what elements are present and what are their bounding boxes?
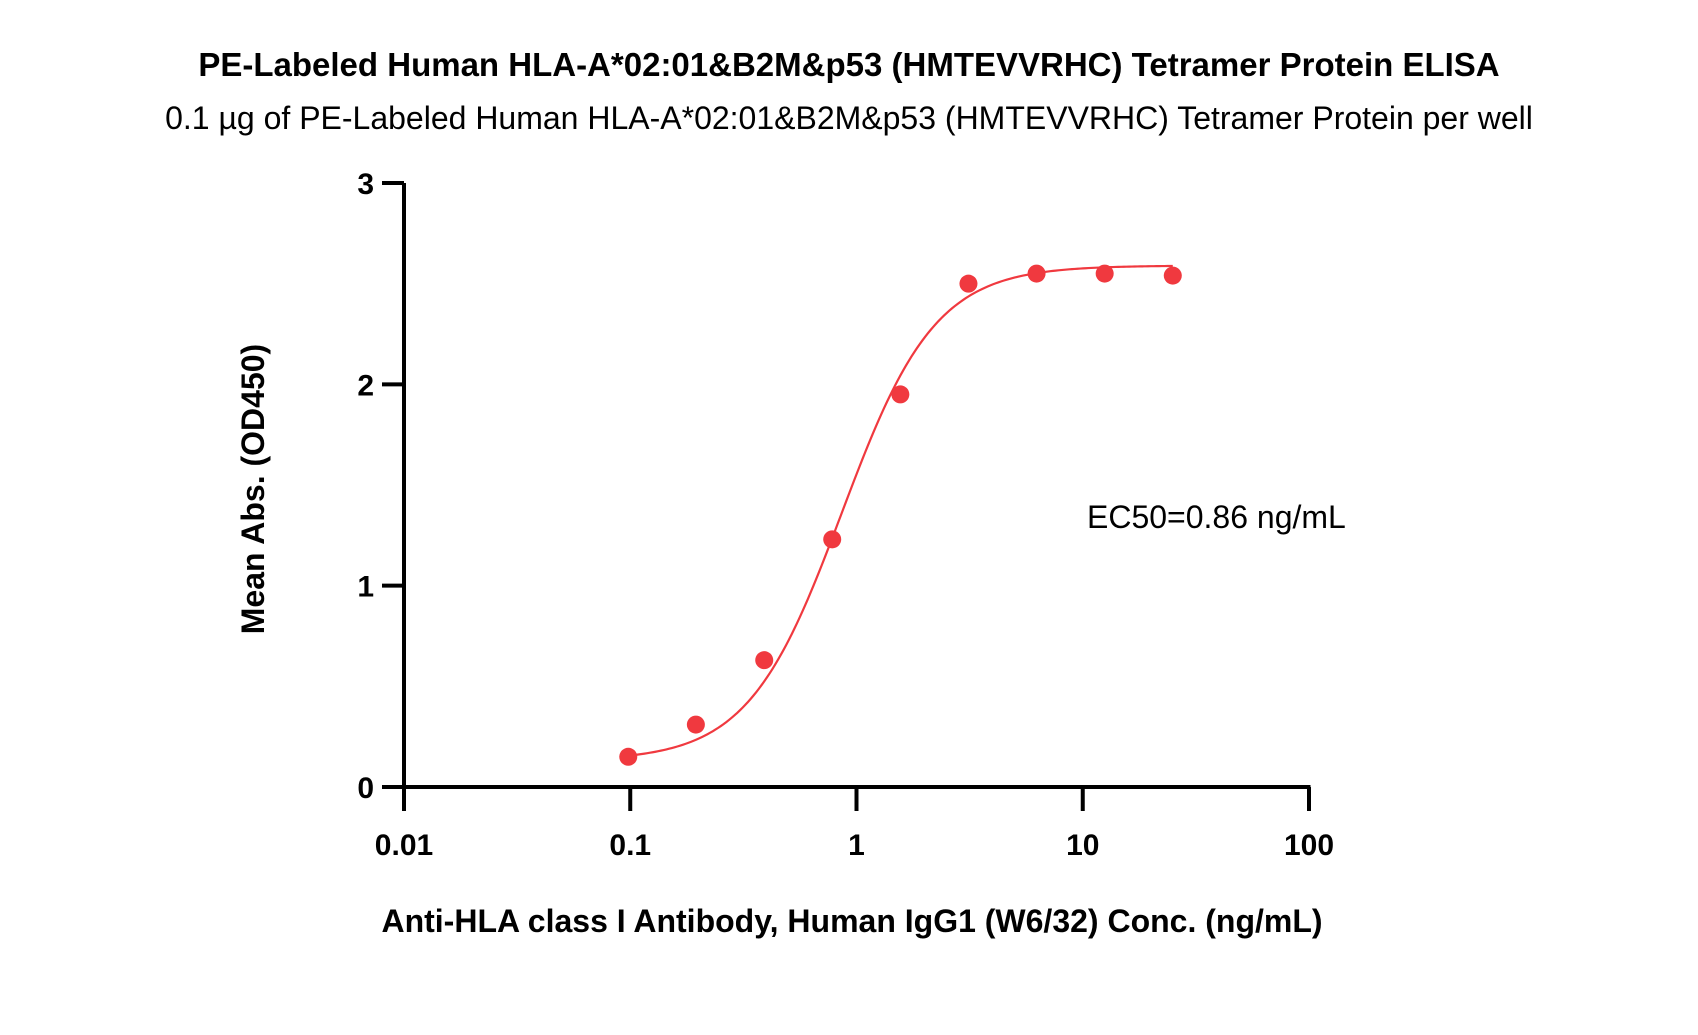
y-tick-label: 1 [357, 571, 374, 604]
y-tick-label: 0 [357, 772, 374, 805]
data-point [891, 385, 910, 404]
x-axis-label: Anti-HLA class I Antibody, Human IgG1 (W… [381, 903, 1322, 939]
data-point [1027, 264, 1046, 283]
y-tick-label: 2 [357, 369, 374, 402]
chart-title: PE-Labeled Human HLA-A*02:01&B2M&p53 (HM… [198, 46, 1500, 83]
data-point [619, 747, 638, 766]
x-tick-label: 1 [848, 829, 865, 862]
chart-subtitle: 0.1 µg of PE-Labeled Human HLA-A*02:01&B… [165, 100, 1533, 136]
axes: 0 1 2 3 0.01 0.1 1 10 100 [357, 168, 1334, 862]
data-points-layer [619, 264, 1182, 766]
x-tick-label: 0.01 [375, 829, 433, 862]
x-tick-label: 100 [1284, 829, 1334, 862]
ec50-annotation: EC50=0.86 ng/mL [1087, 499, 1346, 535]
x-tick-label: 0.1 [609, 829, 651, 862]
y-axis-label: Mean Abs. (OD450) [235, 344, 271, 634]
data-point [1163, 266, 1182, 285]
fit-curve [628, 264, 1173, 757]
data-point [959, 274, 978, 293]
y-tick-label: 3 [357, 168, 374, 201]
data-point [686, 715, 705, 734]
data-point [823, 530, 842, 549]
fit-curve-layer [628, 264, 1173, 757]
data-point [755, 651, 774, 670]
x-tick-label: 10 [1066, 829, 1099, 862]
data-point [1095, 264, 1114, 283]
